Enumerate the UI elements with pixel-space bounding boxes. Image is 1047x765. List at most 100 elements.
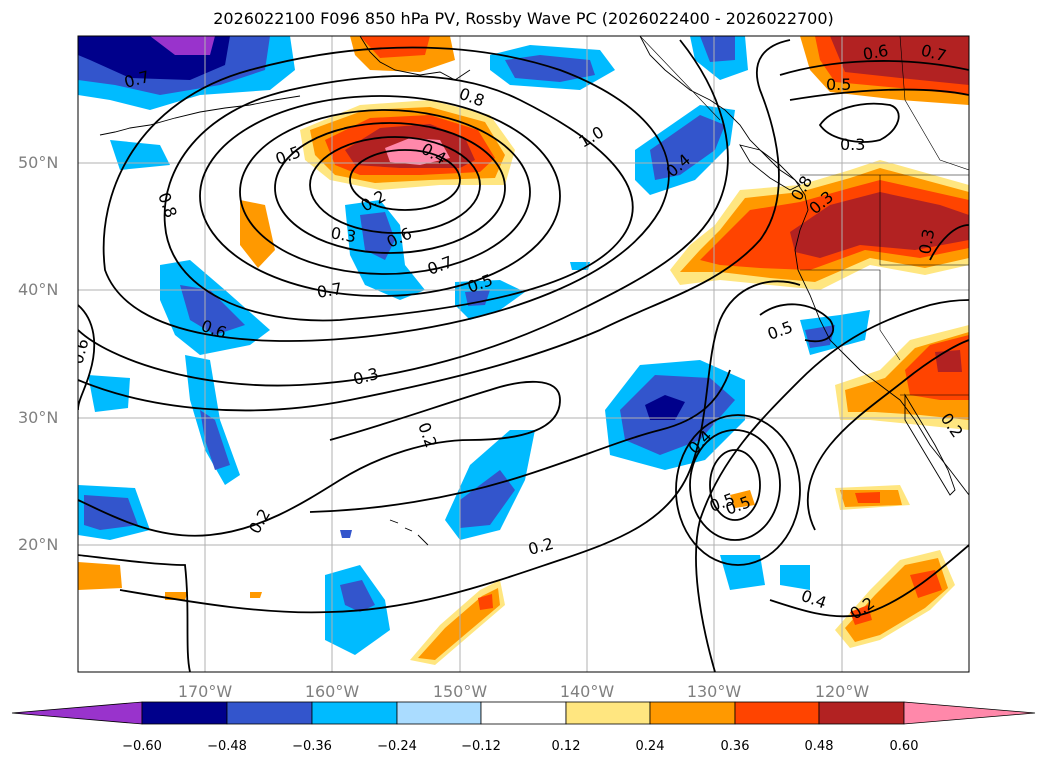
colorbar-segment [565, 701, 651, 725]
state-border-1 [879, 175, 969, 266]
colorbar-segment [649, 701, 736, 725]
fill-center-small-inner [465, 290, 490, 306]
contour-southern-3 [309, 369, 731, 513]
lat-label: 50°N [18, 153, 59, 172]
contour-core-1 [349, 149, 461, 211]
lon-label: 160°W [304, 682, 360, 701]
colorbar-extend-right [903, 701, 1036, 725]
state-border-3 [899, 36, 969, 171]
contour-w-wave [78, 304, 96, 411]
lon-label: 170°W [177, 682, 233, 701]
contour-label: 0.6 [861, 41, 889, 64]
fill-south-center-band-3 [478, 594, 493, 610]
colorbar-tick-label: −0.36 [292, 739, 332, 754]
colorbar-extend-left [11, 701, 143, 725]
fill-far-west-small [88, 375, 130, 412]
lon-label: 140°W [559, 682, 615, 701]
fill-nw-purple [150, 36, 215, 55]
contour-big-ring-1 [163, 75, 634, 322]
fill-se-small-2 [780, 565, 810, 590]
fill-west-strip-inner [200, 410, 230, 470]
fill-west-small-orange [240, 200, 275, 268]
lon-label: 130°W [686, 682, 742, 701]
contour-east-loop [818, 102, 900, 143]
colorbar-segment [141, 701, 228, 725]
contour-label: 0.7 [315, 279, 343, 302]
aleutian-islands [99, 95, 301, 136]
colorbar [11, 701, 1036, 725]
lat-label: 20°N [18, 535, 59, 554]
contour-far-east-2 [929, 224, 969, 261]
fill-sw-orange [78, 562, 122, 590]
map-frame [77, 35, 970, 673]
colorbar-tick-label: 0.12 [551, 739, 581, 754]
contour-label: 0.3 [840, 135, 865, 154]
colorbar-tick-label: −0.60 [122, 739, 162, 754]
colorbar-segment [480, 701, 567, 725]
lat-label: 30°N [18, 408, 59, 427]
contour-sw-wave [78, 554, 191, 672]
fill-center-lobe-inner [360, 212, 395, 260]
contour-core-5 [199, 95, 561, 297]
gridlines [78, 36, 969, 672]
fill-south-east-small-3 [855, 492, 880, 503]
contour-core-3 [274, 122, 506, 254]
lon-label: 150°W [432, 682, 488, 701]
contour-ring-east-2 [689, 429, 781, 541]
colorbar-tick-label: 0.24 [635, 739, 665, 754]
positive-anomaly-fills [78, 36, 969, 665]
colorbar-segment [734, 701, 820, 725]
fill-ne-small-inner [805, 325, 835, 348]
colorbar-tick-label: 0.60 [889, 739, 919, 754]
fill-mid-pacific-band-inner [180, 285, 245, 335]
contour-label: 0.5 [826, 75, 851, 94]
contour-label: 0.3 [915, 227, 938, 255]
colorbar-tick-label: −0.12 [461, 739, 501, 754]
contour-ring-east-1 [709, 449, 761, 521]
contour-east-side [695, 299, 969, 672]
fill-tiny-orange-2 [250, 592, 262, 598]
alaska-border [639, 36, 721, 121]
fill-center-se-small [730, 490, 755, 508]
contour-big-ring-3 [78, 39, 729, 387]
contour-se-band [769, 544, 969, 618]
colorbar-segment [226, 701, 313, 725]
colorbar-tick-label: −0.48 [207, 739, 247, 754]
map-background [78, 36, 969, 672]
colorbar-tick-label: −0.24 [377, 739, 417, 754]
colorbar-segment [396, 701, 482, 725]
contour-east-coast [806, 339, 969, 531]
colorbar-segment [818, 701, 905, 725]
fill-central-east-core [645, 395, 685, 420]
fill-tiny-2 [340, 530, 352, 538]
contour-southern-1 [78, 380, 561, 537]
fill-south-east-band-3 [910, 570, 942, 598]
baja-california [904, 393, 956, 496]
state-border-2 [800, 269, 901, 361]
contour-ne-2 [789, 88, 969, 101]
map-title: 2026022100 F096 850 hPa PV, Rossby Wave … [213, 9, 834, 28]
colorbar-segment [311, 701, 398, 725]
borders [639, 36, 969, 396]
contours [78, 39, 969, 672]
se-alaska-bc-coast [639, 36, 969, 496]
fill-south-strip-inner [460, 470, 515, 528]
contour-core-4 [239, 109, 531, 275]
fill-top-east-inner [700, 36, 735, 62]
negative-anomaly-fills [78, 36, 870, 655]
vancouver-island [739, 144, 801, 191]
contour-ring-east-3 [675, 414, 801, 566]
contour-far-east-1 [759, 303, 835, 343]
colorbar-tick-label: 0.36 [720, 739, 750, 754]
contour-big-ring-4 [78, 39, 791, 412]
contour-core-2 [309, 136, 481, 234]
contour-big-ring-2 [102, 46, 670, 342]
contour-ne-1 [779, 60, 969, 76]
hawaii-islands [389, 519, 429, 546]
fill-east-band-4 [790, 192, 969, 258]
lat-label: 40°N [18, 280, 59, 299]
fill-south-lobe-inner [340, 580, 375, 612]
fill-east-coast-positive-4 [935, 350, 962, 372]
colorbar-tick-label: 0.48 [804, 739, 834, 754]
